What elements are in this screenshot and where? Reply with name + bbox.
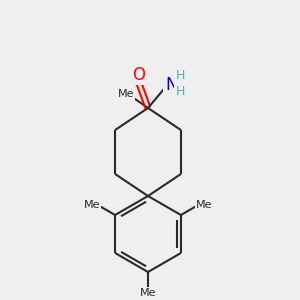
Text: H: H <box>176 68 185 82</box>
Text: N: N <box>165 76 178 94</box>
Text: H: H <box>176 85 185 98</box>
Text: O: O <box>132 66 145 84</box>
Text: Me: Me <box>118 89 134 99</box>
Text: Me: Me <box>140 288 156 298</box>
Text: Me: Me <box>196 200 212 209</box>
Text: Me: Me <box>83 200 100 209</box>
